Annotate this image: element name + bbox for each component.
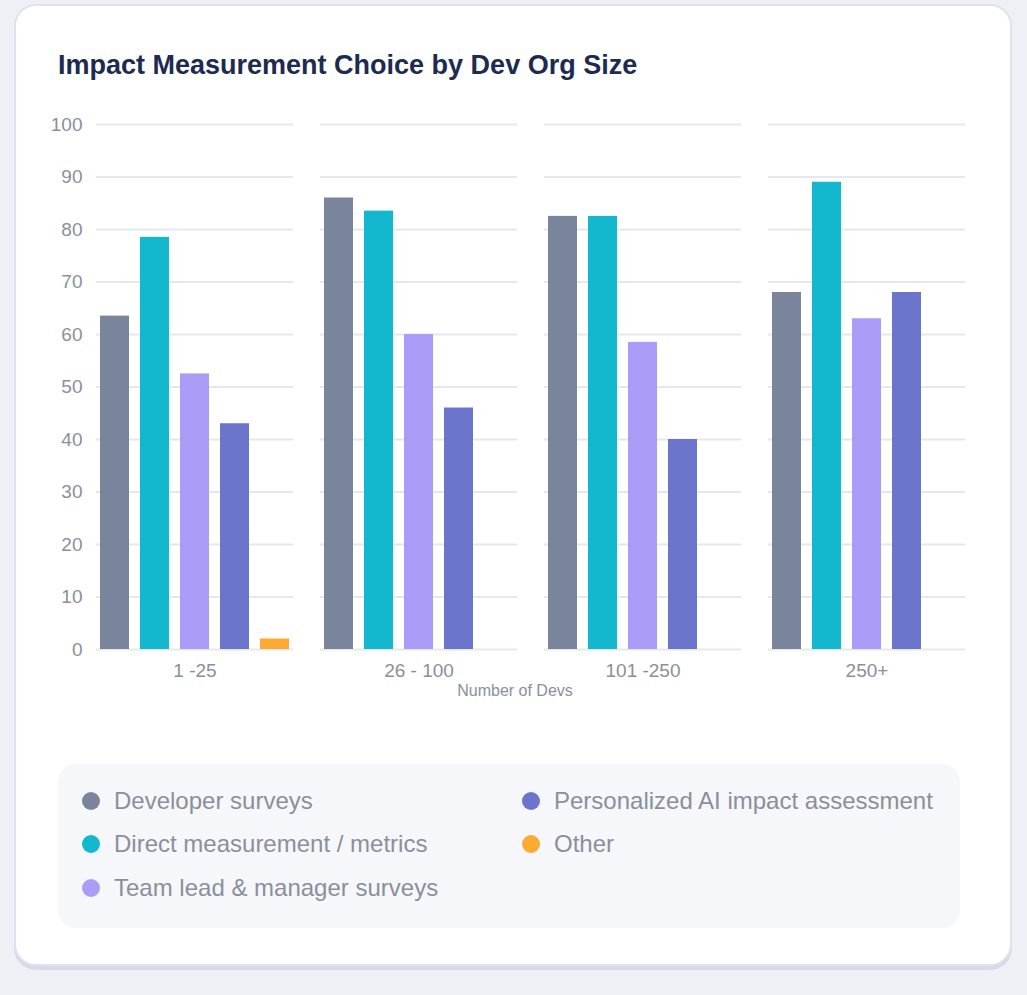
svg-text:40: 40 [61, 429, 82, 450]
svg-text:30: 30 [61, 481, 82, 502]
html-text:Direct measurement / metrics: Direct measurement / metrics [114, 830, 428, 858]
svg-text:26 - 100: 26 - 100 [384, 660, 454, 681]
html-text:Team lead & manager surveys: Team lead & manager surveys [114, 873, 439, 901]
svg-text:1 -25: 1 -25 [173, 660, 216, 681]
svg-text:50: 50 [61, 376, 82, 397]
svg-text:250+: 250+ [846, 660, 889, 681]
svg-text:100: 100 [51, 114, 83, 135]
html-text:Impact Measurement Choice by D: Impact Measurement Choice by Dev Org Siz… [58, 50, 638, 80]
html-text:Number of Devs: Number of Devs [457, 682, 573, 699]
svg-text:20: 20 [61, 534, 82, 555]
svg-text:60: 60 [61, 324, 82, 345]
svg-text:0: 0 [72, 639, 83, 660]
svg-text:10: 10 [61, 586, 82, 607]
svg-text:70: 70 [61, 271, 82, 292]
svg-text:90: 90 [61, 166, 82, 187]
html-text:Developer surveys: Developer surveys [114, 787, 313, 814]
svg-text:101 -250: 101 -250 [605, 660, 680, 681]
html-text:Other: Other [554, 830, 614, 858]
html-text:Personalized AI impact assessm: Personalized AI impact assessment [554, 787, 933, 814]
svg-text:80: 80 [61, 219, 82, 240]
